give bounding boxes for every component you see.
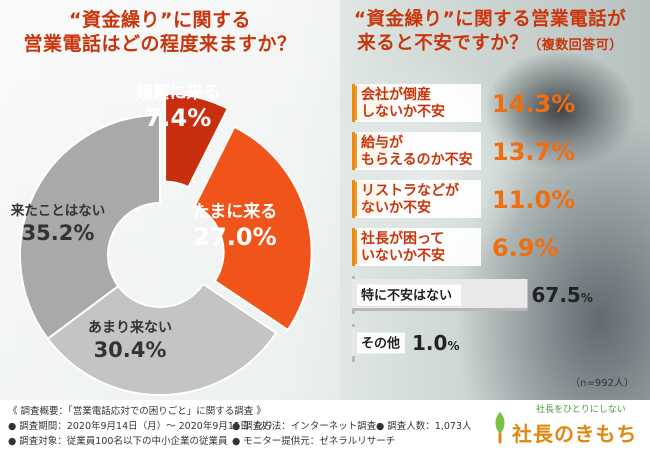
logo-leaf-icon [495,412,505,444]
category-bg-other [357,332,405,354]
pie-slice-rarely [46,282,278,396]
bar-chart-title: “資金繰り”に関する営業電話が 来ると不安ですか？（複数回答可） [335,8,645,58]
category-label-president: いないか不安 [361,247,445,264]
bar-title-question: 来ると不安ですか？ [357,33,529,54]
category-bg-president [357,228,481,266]
bar-title-line-1: “資金繰り”に関する営業電話が [353,9,627,30]
bar-underline-no-worry [352,308,528,311]
value-label-other: 1.0% [412,331,459,355]
pie-label-rarely: あまり来ない [88,320,172,336]
value-label-restructuring: 11.0% [492,186,575,214]
bar-other [352,327,355,359]
survey-provider: ● モニター提供元：ゼネラルリサーチ [232,436,396,447]
bar-title-line-2: 来ると不安ですか？（複数回答可） [335,32,645,58]
category-bg-bankruptcy [357,84,481,122]
sample-size-note: （n=992人） [570,378,634,389]
survey-target: ● 調査対象：従業員100名以下の中小企業の従業員 [8,436,228,447]
pie-value-sometimes: 27.0% [193,223,276,251]
survey-people: ● 調査人数：1,073人 [376,421,472,432]
value-label-bankruptcy: 14.3% [492,90,575,118]
category-label-no-worry: 特に不安はない [361,288,452,304]
category-label-other: その他 [361,336,400,352]
value-label-salary: 13.7% [492,138,575,166]
category-label-bankruptcy: 会社が倒産 [361,86,431,103]
survey-heading: 《 調査概要：「営業電話応対での困りごと」に関する調査 》 [8,406,266,417]
logo-tagline: 社長をひとりにしない [536,405,626,415]
pie-label-frequently: 頻繁に来る [135,82,221,103]
survey-method: ● 調査方法：インターネット調査 [232,421,377,432]
bar-underline-other [352,356,355,359]
bar-title-multiple-note: （複数回答可） [528,38,623,53]
category-label-salary: もらえるのか不安 [361,151,473,168]
category-bg-restructuring [357,180,481,218]
category-bg-no-worry [357,284,461,306]
category-label-restructuring: リストラなどが [361,182,460,199]
category-label-salary: 給与が [361,134,404,151]
pie-value-rarely: 30.4% [94,338,167,362]
logo-name: 社長のきもち [512,422,638,446]
value-label-no-worry: 67.5% [532,283,593,307]
pie-title-line-1: “資金繰り”に関する [69,9,251,31]
pie-label-never: 来たことはない [10,203,106,219]
category-bg-salary [357,132,481,170]
pie-slice-sometimes [193,125,313,332]
category-label-restructuring: ないか不安 [361,199,431,216]
value-label-president: 6.9% [492,234,559,262]
pie-value-frequently: 7.4% [145,104,212,132]
pie-label-sometimes: たまに来る [193,201,278,222]
pie-title-line-2: 営業電話はどの程度来ますか？ [23,33,297,55]
category-label-president: 社長が困って [360,230,444,247]
category-label-bankruptcy: しないか不安 [361,103,445,120]
pie-slice-never [19,113,161,341]
survey-period: ● 調査期間：2020年9月14日（月）～ 2020年9月15日（火） [8,421,278,432]
pie-value-never: 35.2% [22,221,95,245]
pie-slice-frequently [164,92,230,189]
pie-chart-title: “資金繰り”に関する 営業電話はどの程度来ますか？ [10,8,310,56]
survey-footer: 《 調査概要：「営業電話応対での困りごと」に関する調査 》 ● 調査期間：202… [0,400,650,450]
